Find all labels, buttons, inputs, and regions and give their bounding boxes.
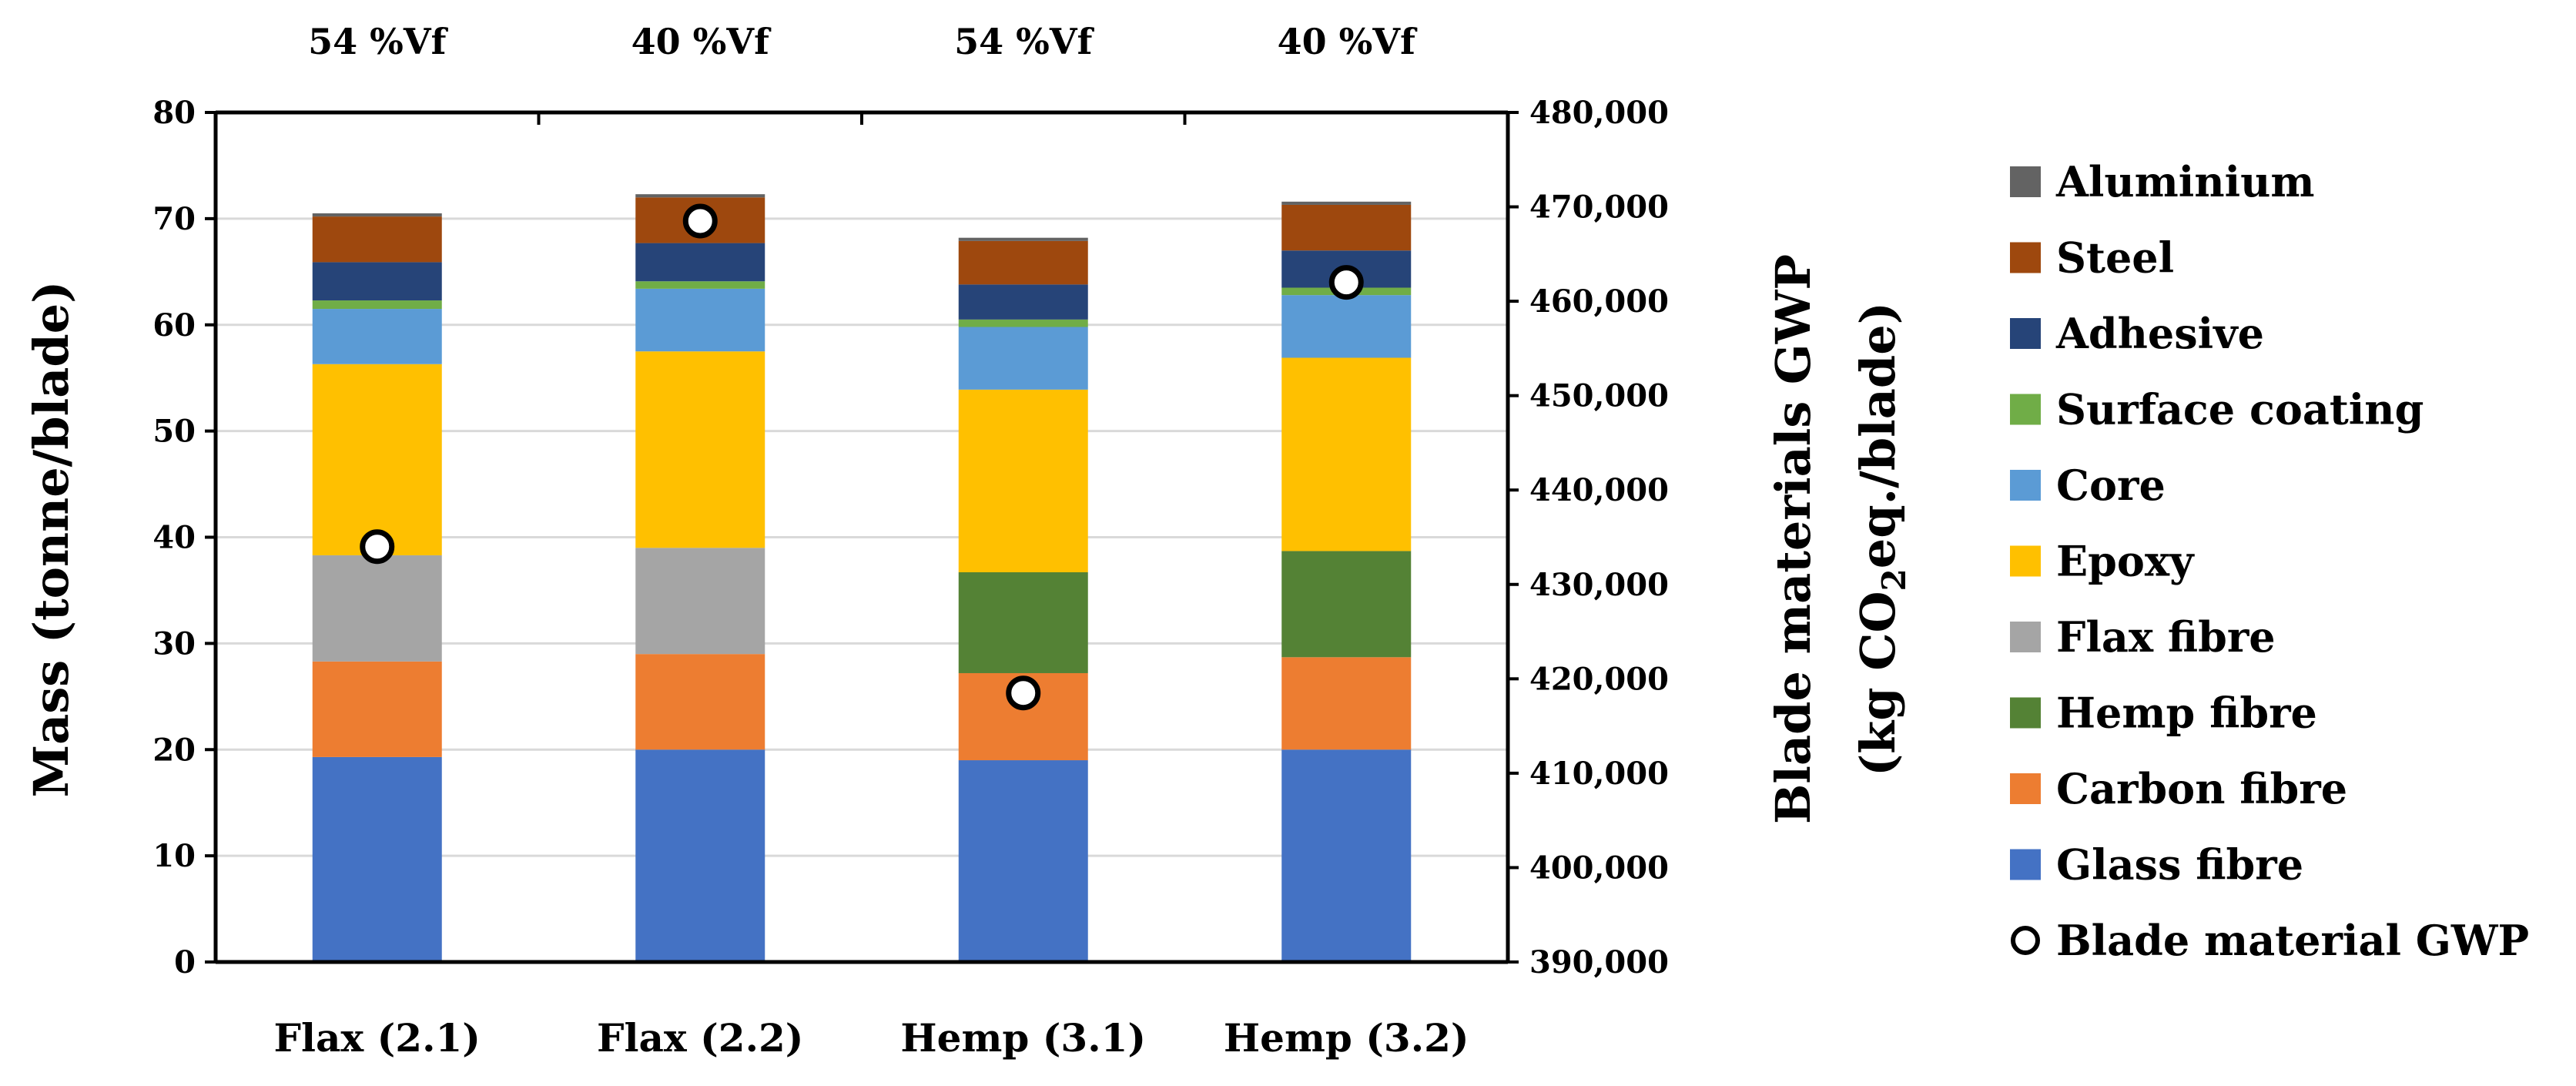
bar-segment-adhesive <box>958 284 1088 320</box>
bar-segment-epoxy <box>958 389 1088 572</box>
gwp-point <box>1006 675 1041 711</box>
gwp-point <box>682 203 718 239</box>
bar-segment-flax-fibre <box>312 555 442 662</box>
bar-segment-flax-fibre <box>635 548 765 655</box>
bar-stacks <box>312 194 1412 962</box>
bar-segment-surface-coating <box>312 300 442 310</box>
bar-segment-surface-coating <box>635 281 765 289</box>
legend-label: Adhesive <box>2055 309 2264 358</box>
legend-label: Hemp fibre <box>2056 689 2317 738</box>
y2-tick-label: 430,000 <box>1529 567 1669 603</box>
legend-swatch <box>2010 773 2041 804</box>
bar-segment-aluminium <box>312 213 442 217</box>
legend-swatch <box>2010 242 2041 273</box>
bar-segment-epoxy <box>312 364 442 555</box>
bar-segment-aluminium <box>1281 201 1412 205</box>
y2-axis-title-line1: Blade materials GWP <box>1765 254 1821 824</box>
legend-swatch <box>2010 318 2041 349</box>
bar-segment-epoxy <box>1281 357 1412 551</box>
y2-title-post: eq./blade) <box>1850 302 1906 568</box>
x-category-label: Hemp (3.1) <box>900 1015 1146 1061</box>
y-tick-label: 70 <box>152 201 196 237</box>
legend-swatch <box>2010 394 2041 425</box>
legend-label: Glass fibre <box>2056 840 2303 890</box>
bar-segment-steel <box>958 240 1088 285</box>
bar-segment-core <box>958 327 1088 390</box>
legend-swatch <box>2010 849 2041 880</box>
legend-label: Steel <box>2056 233 2174 283</box>
bar-segment-carbon-fibre <box>1281 657 1412 750</box>
legend-marker-gwp <box>2011 926 2040 955</box>
y2-tick-label: 390,000 <box>1529 944 1669 980</box>
y-tick-label: 40 <box>152 520 196 556</box>
x-category-label: Flax (2.2) <box>597 1015 803 1061</box>
x-category-label: Flax (2.1) <box>274 1015 481 1061</box>
top-vf-label: 54 %Vf <box>954 21 1094 62</box>
bar-segment-epoxy <box>635 351 765 548</box>
y2-tick-label: 470,000 <box>1529 189 1669 226</box>
top-vf-label: 54 %Vf <box>308 21 448 62</box>
legend-swatch <box>2010 622 2041 652</box>
top-vf-label: 40 %Vf <box>1278 21 1418 62</box>
bar-segment-hemp-fibre <box>1281 551 1412 658</box>
legend-label: Epoxy <box>2056 537 2195 586</box>
legend-label: Flax fibre <box>2056 612 2276 662</box>
bar-segment-core <box>312 309 442 364</box>
legend-swatch <box>2010 545 2041 577</box>
bar-segment-adhesive <box>635 243 765 282</box>
legend-label: Surface coating <box>2056 385 2424 434</box>
y2-tick-label: 450,000 <box>1529 378 1669 414</box>
y2-tick-label: 410,000 <box>1529 756 1669 792</box>
legend-label: Aluminium <box>2055 157 2315 206</box>
x-category-label: Hemp (3.2) <box>1224 1015 1469 1061</box>
gwp-points <box>360 203 1364 711</box>
axis-ticks: 0 10 20 30 40 50 60 70 80 390,000 400,000 410,000 42… <box>152 21 1669 1061</box>
gwp-point <box>360 529 395 565</box>
bar-segment-hemp-fibre <box>958 571 1088 673</box>
legend-label: Blade material GWP <box>2056 916 2529 965</box>
y2-tick-label: 420,000 <box>1529 661 1669 697</box>
top-vf-label: 40 %Vf <box>631 21 772 62</box>
y2-tick-label: 440,000 <box>1529 472 1669 508</box>
bar-segment-core <box>1281 295 1412 358</box>
y2-tick-label: 480,000 <box>1529 95 1669 131</box>
y2-tick-label: 400,000 <box>1529 850 1669 886</box>
y2-tick-label: 460,000 <box>1529 283 1669 320</box>
bar-segment-glass-fibre <box>312 756 442 962</box>
bar-segment-surface-coating <box>958 319 1088 327</box>
bar-segment-glass-fibre <box>958 760 1088 962</box>
y2-title-pre: (kg CO <box>1850 591 1906 776</box>
bar-segment-steel <box>1281 204 1412 251</box>
y-tick-label: 30 <box>152 625 196 662</box>
bar-segment-carbon-fibre <box>635 654 765 750</box>
y-axis-title: Mass (tonne/blade) <box>23 281 79 798</box>
y-tick-label: 20 <box>152 732 196 768</box>
bar-segment-core <box>635 288 765 352</box>
bar-segment-glass-fibre <box>1281 749 1412 962</box>
y2-title-sub: 2 <box>1875 568 1913 591</box>
legend: Aluminium Steel Adhesive Surface coating Cor… <box>2010 157 2529 965</box>
y-tick-label: 0 <box>174 944 196 980</box>
legend-label: Core <box>2056 461 2166 510</box>
y2-axis-title-line2: (kg CO2eq./blade) <box>1850 302 1913 776</box>
y-tick-label: 10 <box>152 838 196 874</box>
y-tick-label: 60 <box>152 307 196 344</box>
legend-swatch <box>2010 166 2041 197</box>
gwp-point <box>1328 265 1364 300</box>
bar-segment-glass-fibre <box>635 749 765 962</box>
bar-segment-adhesive <box>312 262 442 301</box>
legend-swatch <box>2010 470 2041 501</box>
legend-swatch <box>2010 697 2041 729</box>
bar-segment-steel <box>312 216 442 263</box>
bar-segment-carbon-fibre <box>312 661 442 757</box>
bar-segment-aluminium <box>958 237 1088 241</box>
legend-label: Carbon fibre <box>2056 764 2347 813</box>
bar-segment-aluminium <box>635 194 765 198</box>
y-tick-label: 50 <box>152 414 196 450</box>
y-tick-label: 80 <box>152 95 196 131</box>
